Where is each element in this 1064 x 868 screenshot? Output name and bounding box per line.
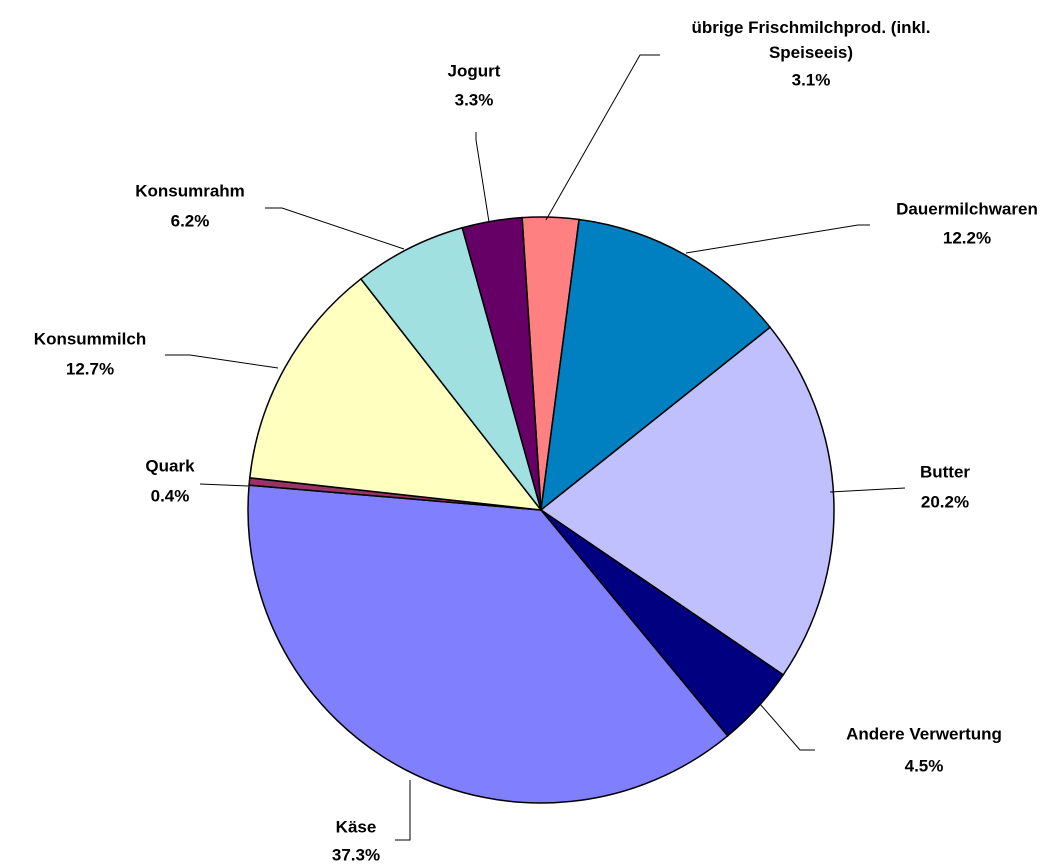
leader-line <box>685 224 870 254</box>
value-label: 4.5% <box>905 756 944 775</box>
pie-slice <box>248 277 543 511</box>
leader-line <box>165 354 279 369</box>
pie-slice <box>247 484 729 804</box>
value-label: 20.2% <box>921 492 969 511</box>
value-label: 12.7% <box>66 359 114 378</box>
slice-label: Butter <box>920 462 970 481</box>
slice-label: Konsummilch <box>34 329 146 348</box>
leader-line <box>395 780 411 841</box>
slice-label: Andere Verwertung <box>846 724 1002 743</box>
leader-line <box>265 207 405 250</box>
pie-slice <box>540 218 772 512</box>
pie-slice <box>359 226 542 511</box>
leader-line <box>475 132 490 223</box>
slice-label: übrige Frischmilchprod. (inkl. Speiseeis) <box>692 18 931 62</box>
value-label: 12.2% <box>943 228 991 247</box>
value-label: 6.2% <box>171 211 210 230</box>
slice-label: Konsumrahm <box>135 181 245 200</box>
value-label: 37.3% <box>332 845 380 864</box>
leader-line <box>199 483 249 487</box>
leader-line <box>829 487 906 493</box>
slice-label: Käse <box>336 817 377 836</box>
value-label: 3.3% <box>455 90 494 109</box>
pie-slice <box>461 216 542 511</box>
value-label: 3.1% <box>792 70 831 89</box>
slice-label: Dauermilchwaren <box>896 199 1038 218</box>
value-label: 0.4% <box>151 486 190 505</box>
leader-line <box>545 54 660 221</box>
slice-label: Quark <box>145 456 195 475</box>
slice-label: Jogurt <box>448 61 501 80</box>
leader-line <box>759 703 815 751</box>
pie-slice <box>539 326 835 676</box>
